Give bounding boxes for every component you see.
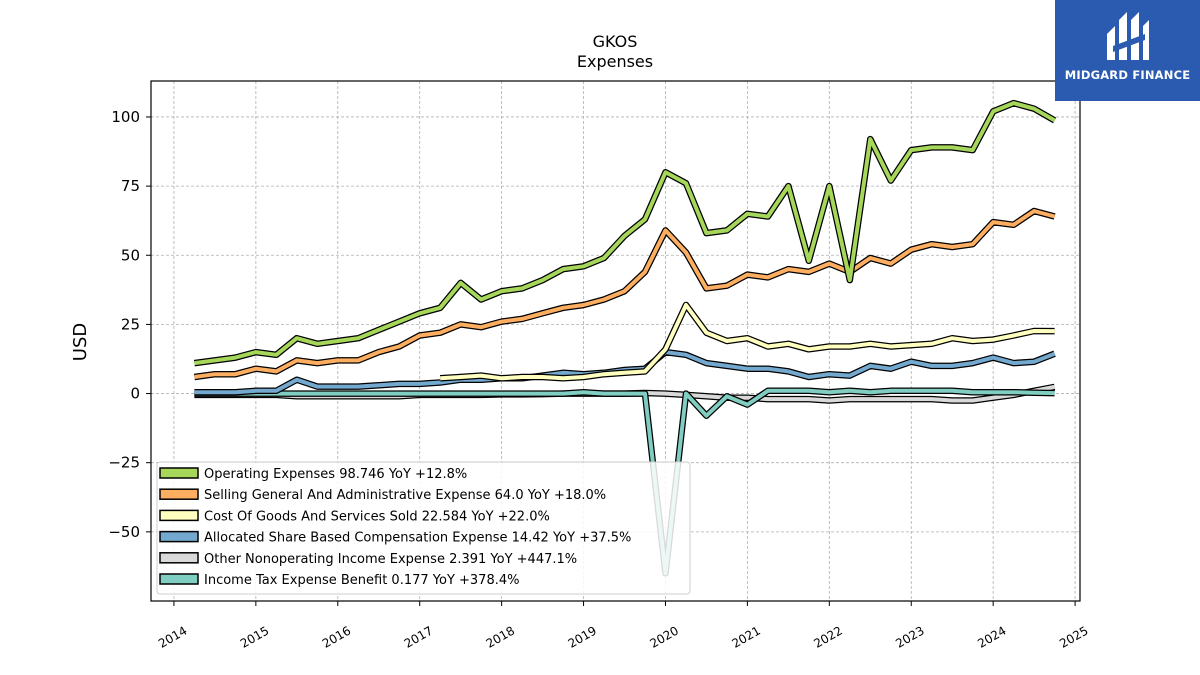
legend-swatch	[159, 530, 199, 543]
y-axis-label: USD	[70, 323, 91, 361]
x-tick-label: 2017	[402, 623, 435, 650]
x-tick-label: 2019	[566, 623, 599, 650]
y-tick-label: 25	[121, 315, 140, 333]
chart-title: GKOS	[593, 32, 638, 51]
chart-subtitle: Expenses	[577, 52, 653, 71]
series-line	[194, 101, 1056, 366]
x-tick-label: 2025	[1057, 623, 1090, 650]
legend-swatch	[159, 509, 199, 522]
legend-entry: Income Tax Expense Benefit 0.177 YoY +37…	[204, 573, 519, 588]
x-tick-label: 2014	[156, 623, 189, 650]
legend-entry: Operating Expenses 98.746 YoY +12.8%	[204, 467, 467, 482]
legend-swatch	[159, 573, 199, 585]
series-5	[194, 387, 1055, 577]
series-line	[440, 303, 1055, 381]
x-tick-label: 2015	[238, 623, 271, 650]
x-tick-label: 2016	[320, 623, 353, 650]
legend-swatch	[159, 488, 199, 500]
legend-entry: Cost Of Goods And Services Sold 22.584 Y…	[204, 509, 550, 524]
y-tick-label: 75	[121, 177, 140, 195]
series-line	[194, 388, 1055, 576]
legend-entry: Selling General And Administrative Expen…	[204, 488, 606, 503]
legend-entry: Other Nonoperating Income Expense 2.391 …	[204, 552, 577, 567]
x-tick-label: 2021	[729, 623, 762, 650]
series-line	[194, 209, 1056, 379]
legend-swatch	[159, 552, 199, 564]
plot-frame	[150, 80, 1081, 602]
x-tick-label: 2023	[893, 623, 926, 650]
series-layer	[193, 99, 1057, 577]
y-tick-label: 0	[130, 385, 140, 403]
series-0	[193, 99, 1057, 367]
y-tick-label: 100	[111, 108, 140, 126]
x-tick-label: 2020	[648, 623, 681, 650]
legend-entry: Allocated Share Based Compensation Expen…	[204, 531, 631, 546]
x-tick-label: 2024	[975, 623, 1008, 650]
legend-swatch	[159, 467, 199, 479]
brand-mark-icon	[1107, 12, 1149, 60]
brand-logo: MIDGARD FINANCE	[1055, 0, 1200, 101]
y-tick-label: −50	[108, 523, 140, 541]
legend-box	[156, 461, 691, 595]
x-tick-label: 2022	[811, 623, 844, 650]
series-2	[439, 301, 1055, 382]
x-tick-label: 2018	[484, 623, 517, 650]
legend: Operating Expenses 98.746 YoY +12.8% Sell…	[156, 461, 691, 595]
y-tick-label: 50	[121, 246, 140, 264]
brand-name: MIDGARD FINANCE	[1064, 68, 1191, 82]
series-1	[193, 207, 1056, 381]
y-tick-label: −25	[108, 454, 140, 472]
